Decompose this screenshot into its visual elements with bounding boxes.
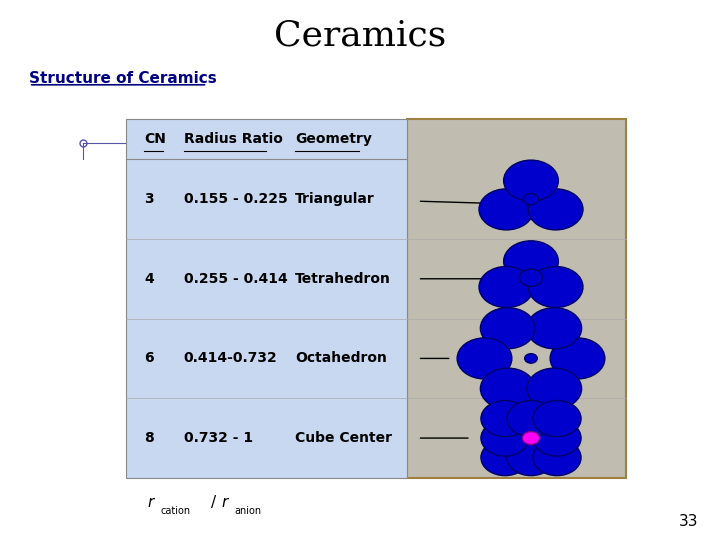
Circle shape xyxy=(480,368,535,409)
Text: r: r xyxy=(221,495,228,510)
Circle shape xyxy=(527,308,582,349)
Circle shape xyxy=(479,266,534,307)
Circle shape xyxy=(507,440,555,476)
Circle shape xyxy=(533,401,581,437)
Circle shape xyxy=(533,440,581,476)
Circle shape xyxy=(504,160,559,201)
Text: Triangular: Triangular xyxy=(295,192,375,206)
Circle shape xyxy=(520,269,543,286)
Text: 0.732 - 1: 0.732 - 1 xyxy=(184,431,253,445)
Text: /: / xyxy=(211,495,216,510)
Text: 0.414-0.732: 0.414-0.732 xyxy=(184,352,277,366)
Text: Cube Center: Cube Center xyxy=(295,431,392,445)
Bar xyxy=(126,119,407,478)
Circle shape xyxy=(504,241,559,282)
Circle shape xyxy=(481,401,529,437)
Text: Tetrahedron: Tetrahedron xyxy=(295,272,391,286)
Circle shape xyxy=(523,193,539,205)
Circle shape xyxy=(527,368,582,409)
Text: Radius Ratio: Radius Ratio xyxy=(184,132,282,146)
Bar xyxy=(407,119,626,478)
Circle shape xyxy=(528,266,583,307)
Text: 33: 33 xyxy=(679,514,698,529)
Text: CN: CN xyxy=(144,132,166,146)
Text: Octahedron: Octahedron xyxy=(295,352,387,366)
Circle shape xyxy=(528,189,583,230)
Text: 4: 4 xyxy=(144,272,154,286)
Circle shape xyxy=(457,338,512,379)
Text: r: r xyxy=(148,495,154,510)
Text: Geometry: Geometry xyxy=(295,132,372,146)
Text: Ceramics: Ceramics xyxy=(274,18,446,52)
Circle shape xyxy=(480,308,535,349)
Text: Structure of Ceramics: Structure of Ceramics xyxy=(29,71,217,86)
Circle shape xyxy=(507,401,555,437)
Text: 8: 8 xyxy=(144,431,154,445)
Circle shape xyxy=(523,431,540,444)
Text: 6: 6 xyxy=(144,352,153,366)
Circle shape xyxy=(525,354,537,363)
Circle shape xyxy=(481,420,529,456)
Text: 0.155 - 0.225: 0.155 - 0.225 xyxy=(184,192,287,206)
Circle shape xyxy=(479,189,534,230)
Text: 3: 3 xyxy=(144,192,153,206)
Text: cation: cation xyxy=(161,506,191,516)
Circle shape xyxy=(550,338,605,379)
Circle shape xyxy=(481,440,529,476)
Circle shape xyxy=(533,420,581,456)
Text: 0.255 - 0.414: 0.255 - 0.414 xyxy=(184,272,287,286)
Text: anion: anion xyxy=(234,506,261,516)
